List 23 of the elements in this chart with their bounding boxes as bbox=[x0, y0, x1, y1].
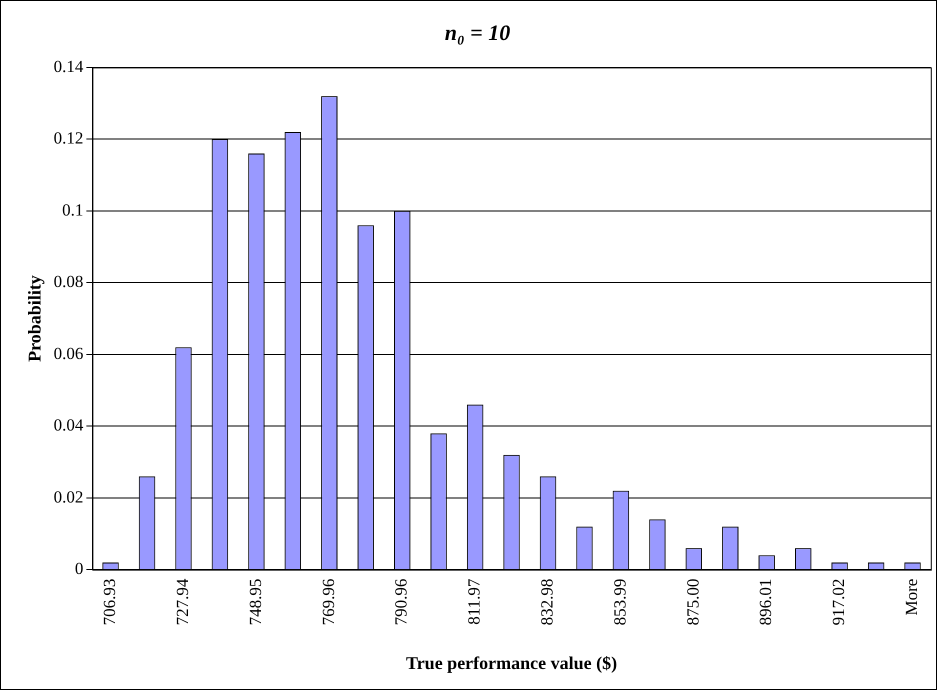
x-tick-label: 917.02 bbox=[829, 578, 848, 626]
x-tick-label: 706.93 bbox=[100, 578, 120, 626]
y-tick-label: 0.1 bbox=[62, 200, 84, 220]
x-tick-label: 769.96 bbox=[318, 578, 338, 626]
y-tick-label: 0 bbox=[74, 559, 84, 578]
x-tick-label: More bbox=[902, 578, 922, 616]
x-tick-label: 811.97 bbox=[464, 578, 484, 625]
x-tick-label: 896.01 bbox=[756, 578, 776, 626]
x-tick-label: 875.00 bbox=[683, 578, 702, 626]
x-tick-label: 748.95 bbox=[246, 578, 265, 626]
x-tick-label: 832.98 bbox=[537, 578, 556, 626]
x-tick-label: 727.94 bbox=[172, 578, 192, 626]
x-axis-title: True performance value ($) bbox=[406, 652, 618, 673]
x-tick-label: 790.96 bbox=[392, 578, 411, 626]
y-tick-label: 0.08 bbox=[54, 272, 84, 292]
y-tick-label: 0.04 bbox=[54, 416, 84, 435]
x-tick-label: 853.99 bbox=[610, 578, 630, 626]
chart-title: n₀ = 10 bbox=[444, 20, 510, 45]
y-axis-title: Probability bbox=[24, 275, 44, 362]
y-tick-label: 0.12 bbox=[54, 128, 84, 148]
y-tick-label: 0.06 bbox=[54, 344, 84, 363]
y-tick-label: 0.14 bbox=[54, 56, 84, 76]
y-tick-label: 0.02 bbox=[54, 487, 84, 506]
